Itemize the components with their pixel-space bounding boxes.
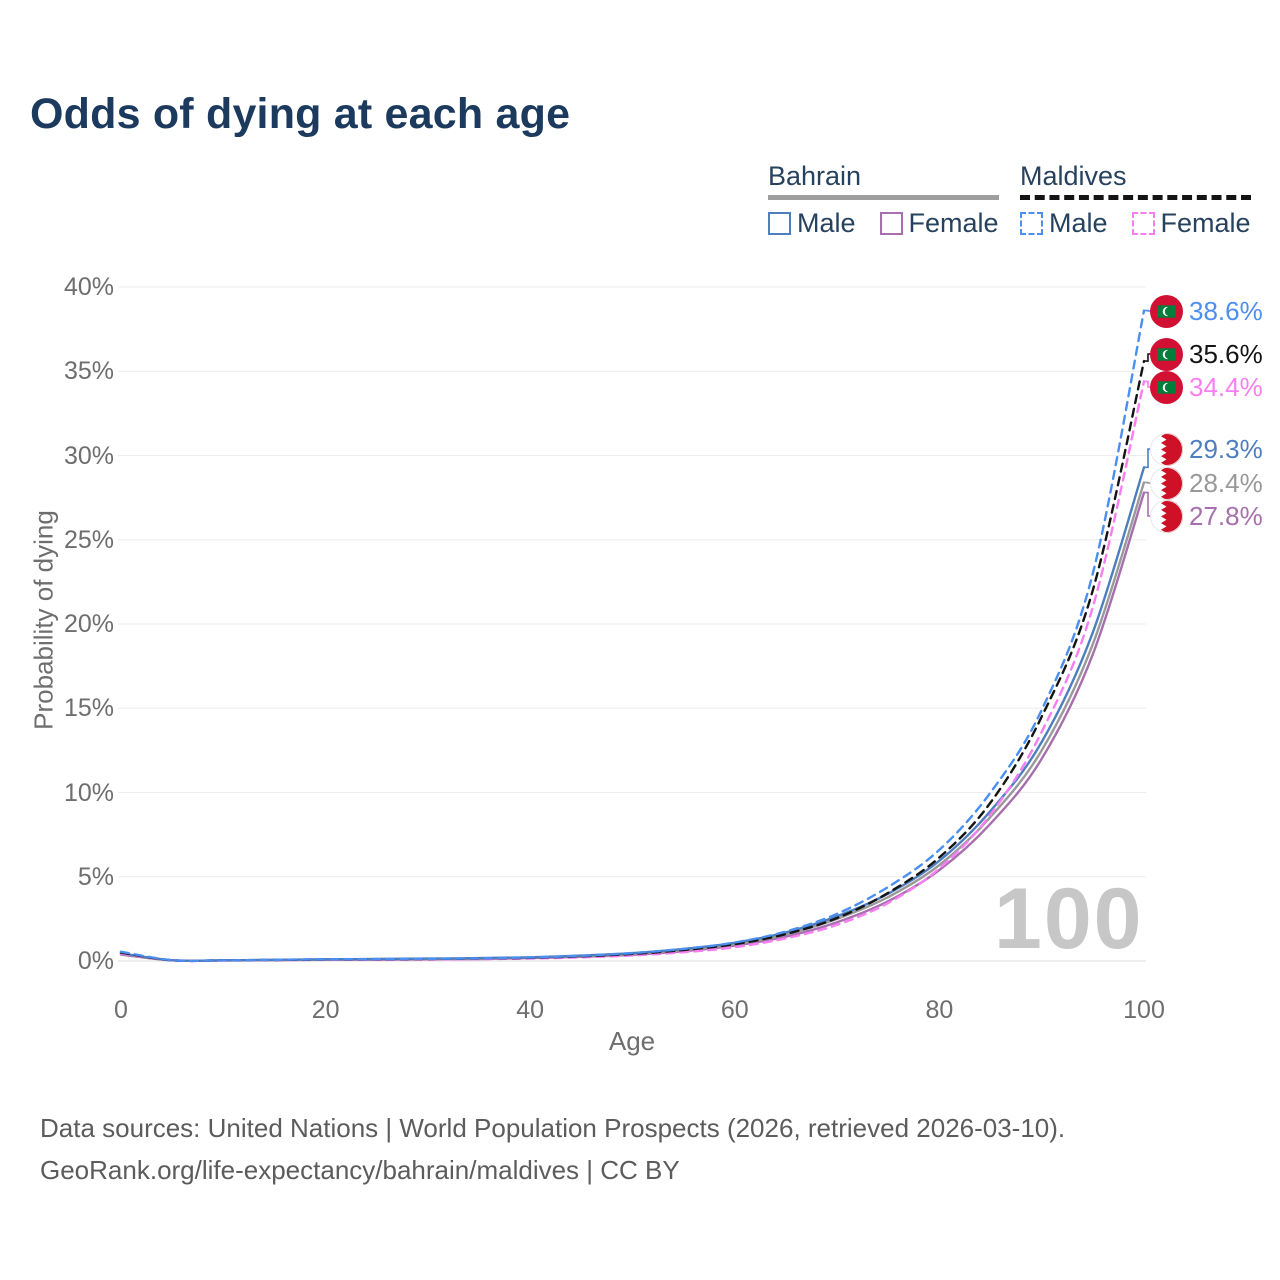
x-axis-title: Age [608,1026,656,1056]
end-label-maldives-both-sexes: 35.6% [1150,337,1263,371]
end-value-label: 27.8% [1189,500,1263,531]
label-connector [1144,491,1151,517]
end-value-label: 35.6% [1189,338,1263,369]
x-tick-label: 20 [311,996,340,1024]
label-connector [1144,448,1151,469]
bahrain-flag-icon [1150,432,1183,466]
bahrain-flag-icon [1150,499,1183,533]
bahrain-female-swatch-icon [879,212,903,235]
maldives-dashed-line-swatch [1020,195,1251,200]
bahrain-male-swatch-icon [768,212,791,235]
y-tick-label: 0% [77,947,114,975]
y-axis-title: Probability of dying [28,510,59,730]
end-label-bahrain-female: 27.8% [1150,499,1263,533]
x-tick-label: 80 [925,996,954,1024]
label-connector [1144,353,1151,362]
age-watermark: 100 [994,871,1144,967]
label-connector [1144,481,1151,484]
series-line-maldives-both-sexes [119,359,1146,963]
legend-item-maldives-male[interactable]: Male [1020,208,1108,239]
bahrain-flag-icon [1150,466,1183,500]
legend-group-bahrain: Bahrain Male Female [768,161,999,239]
series-line-bahrain-female [119,491,1146,963]
end-value-label: 29.3% [1189,433,1263,464]
attribution-text: GeoRank.org/life-expectancy/bahrain/mald… [40,1155,680,1185]
maldives-female-swatch-icon [1131,212,1155,235]
legend-group-maldives: Maldives Male Female [1020,161,1251,239]
series-line-maldives-female [119,380,1146,963]
legend-label: Male [1049,208,1108,238]
x-tick-label: 40 [516,996,545,1024]
maldives-flag-icon [1150,294,1183,328]
end-value-label: 38.6% [1189,295,1263,326]
y-tick-label: 5% [77,862,114,891]
y-tick-label: 40% [63,273,114,301]
y-tick-label: 15% [63,694,114,723]
legend-group-title-bahrain: Bahrain [768,161,862,191]
legend-item-bahrain-male[interactable]: Male [768,208,856,239]
series-line-maldives-male [119,309,1146,963]
maldives-flag-icon [1150,337,1183,371]
x-tick-label: 100 [1123,996,1165,1024]
y-tick-label: 10% [63,778,114,807]
end-label-bahrain-male: 29.3% [1150,432,1263,466]
maldives-flag-icon [1150,370,1183,404]
legend-label: Female [1160,208,1251,238]
end-label-maldives-female: 34.4% [1150,370,1263,404]
y-tick-label: 25% [63,525,114,554]
page-title: Odds of dying at each age [30,90,571,138]
label-connector [1144,380,1151,388]
x-tick-label: 60 [720,996,749,1024]
end-label-maldives-male: 38.6% [1150,294,1263,328]
legend-label: Male [797,208,856,238]
legend-item-maldives-female[interactable]: Female [1131,208,1251,239]
x-tick-label: 0 [114,996,128,1024]
series-line-bahrain-male [119,466,1146,962]
y-tick-label: 30% [63,441,114,470]
legend-label: Female [908,208,999,238]
maldives-male-swatch-icon [1020,212,1043,235]
data-sources-text: Data sources: United Nations | World Pop… [40,1113,1066,1143]
y-tick-label: 35% [63,357,114,386]
series-line-bahrain-both-sexes [119,481,1146,963]
end-value-label: 28.4% [1189,467,1263,498]
bahrain-solid-line-swatch [768,195,999,200]
end-label-bahrain-both-sexes: 28.4% [1150,466,1263,500]
y-tick-label: 20% [63,610,114,638]
footer: Data sources: United Nations | World Pop… [40,1107,1065,1191]
legend-item-bahrain-female[interactable]: Female [879,208,999,239]
legend-group-title-maldives: Maldives [1020,161,1127,191]
end-value-label: 34.4% [1189,371,1263,402]
